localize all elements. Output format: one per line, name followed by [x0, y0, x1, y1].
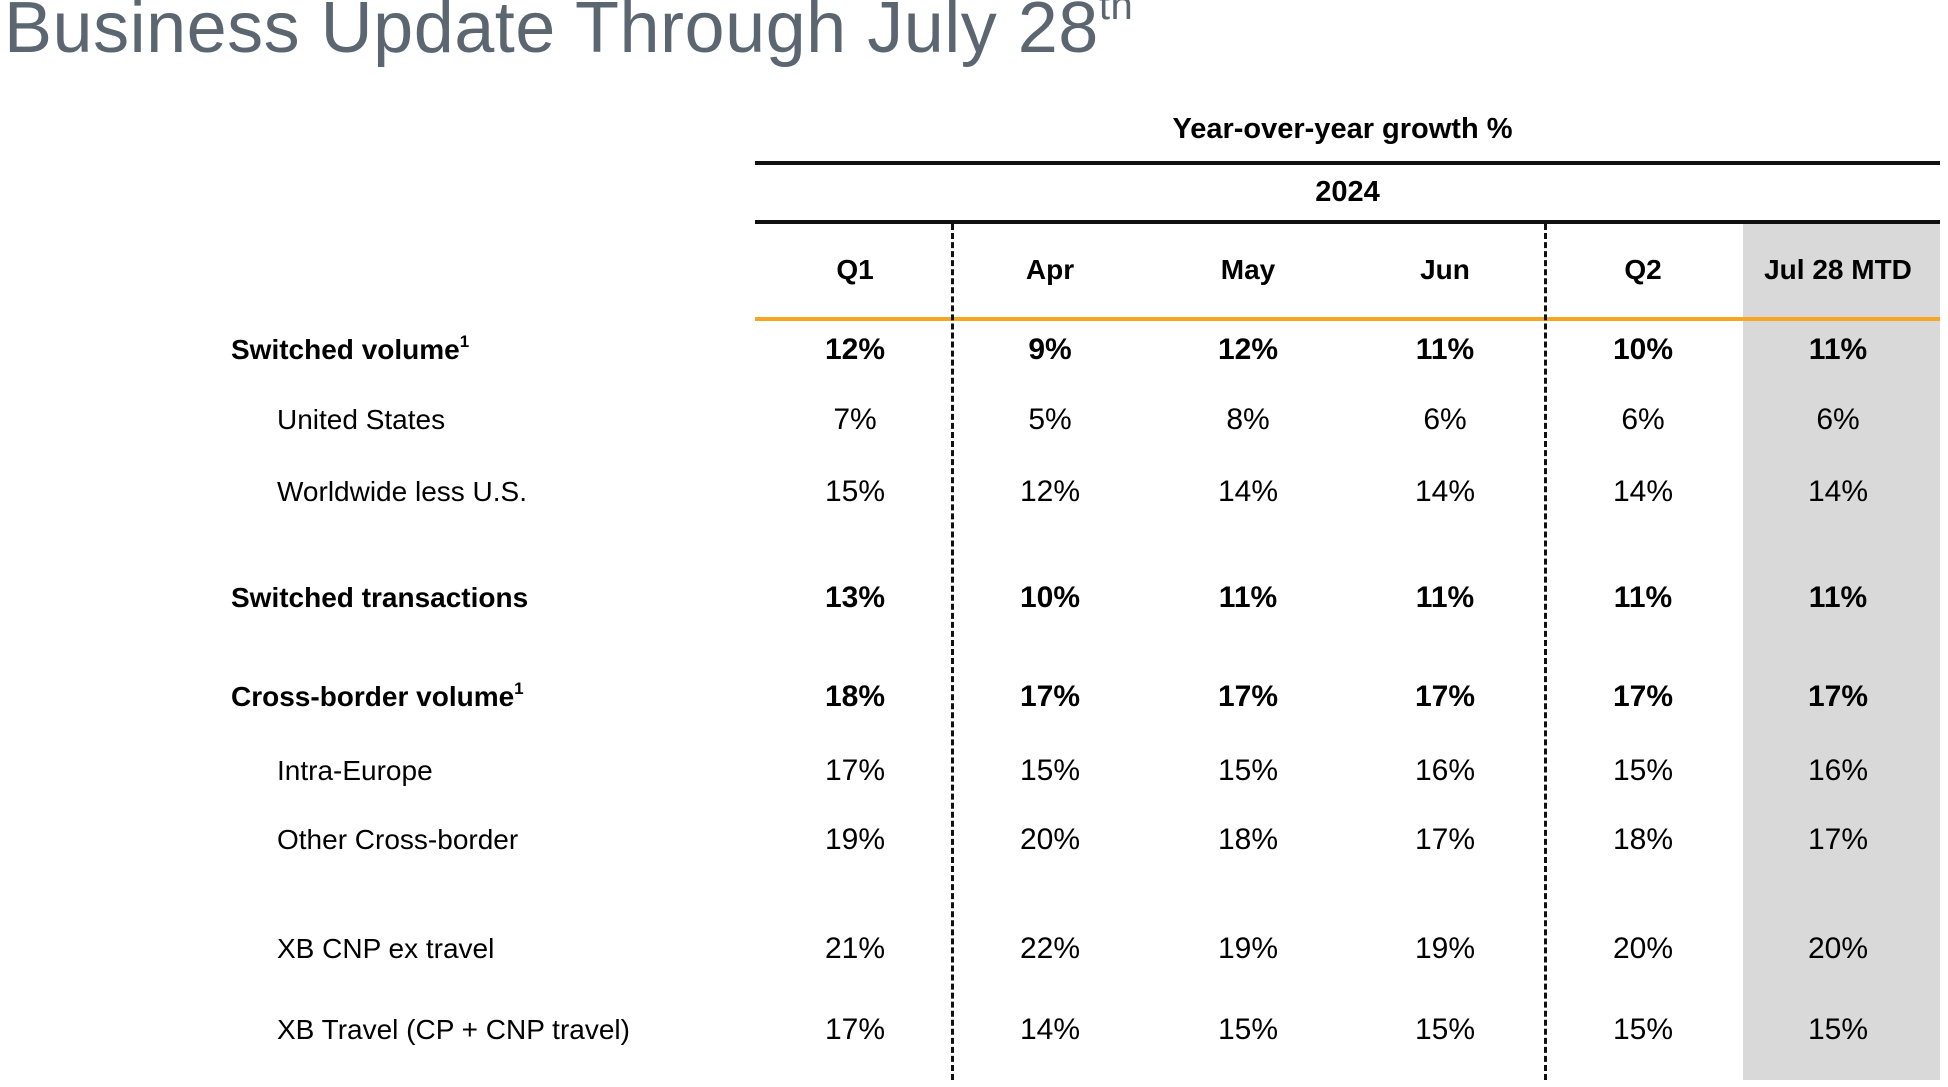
column-header-may: May	[1220, 254, 1276, 285]
table-cell: 17%	[1414, 680, 1476, 713]
table-cell: 13%	[824, 581, 886, 614]
row-label-text: Worldwide less U.S.	[277, 476, 528, 507]
column-header-jun: Jun	[1420, 254, 1470, 285]
table-cell: 16%	[1414, 754, 1476, 787]
table-cell: 6%	[1423, 403, 1467, 436]
table-cell: 17%	[1019, 680, 1081, 713]
table-cell: 15%	[1414, 1013, 1476, 1046]
row-label-text: Other Cross-border	[277, 824, 519, 855]
table-cell: 11%	[1415, 333, 1475, 366]
table-cell: 17%	[824, 754, 886, 787]
row-label-text: United States	[277, 404, 446, 435]
table-cell: 14%	[1807, 475, 1869, 508]
header-rule-year	[755, 220, 1940, 224]
table-cell: 19%	[824, 823, 886, 856]
table-cell: 22%	[1019, 932, 1081, 965]
row-label-text: Switched volume	[231, 334, 460, 365]
table-cell: 10%	[1612, 333, 1674, 366]
row-label: XB CNP ex travel	[277, 933, 494, 965]
table-cell: 19%	[1217, 932, 1279, 965]
footnote-marker: 1	[514, 678, 524, 698]
table-cell: 17%	[1217, 680, 1279, 713]
table-cell: 15%	[1217, 1013, 1279, 1046]
row-label: XB Travel (CP + CNP travel)	[277, 1014, 630, 1046]
column-header-apr: Apr	[1025, 254, 1075, 285]
table-cell: 7%	[833, 403, 877, 436]
header-rule-top	[755, 161, 1940, 165]
row-label: United States	[277, 404, 445, 436]
table-cell: 17%	[1807, 823, 1869, 856]
table-cell: 14%	[1612, 475, 1674, 508]
table-cell: 18%	[1612, 823, 1674, 856]
row-label: Switched volume1	[231, 331, 470, 366]
q1-divider	[951, 224, 954, 1080]
column-header-q2: Q2	[1624, 254, 1662, 285]
table-year-header: 2024	[1315, 176, 1380, 208]
table-cell: 9%	[1028, 333, 1072, 366]
table-cell: 15%	[1612, 1013, 1674, 1046]
q2-divider	[1544, 224, 1547, 1080]
table-cell: 8%	[1226, 403, 1270, 436]
table-cell: 15%	[1019, 754, 1081, 787]
row-label: Other Cross-border	[277, 824, 518, 856]
column-header-jul-28-mtd: Jul 28 MTD	[1764, 254, 1912, 285]
table-cell: 17%	[1612, 680, 1674, 713]
row-label-text: Intra-Europe	[277, 755, 433, 786]
row-label: Switched transactions	[231, 582, 528, 614]
table-cell: 11%	[1808, 581, 1868, 614]
row-label: Intra-Europe	[277, 755, 433, 787]
footnote-marker: 1	[459, 331, 470, 351]
table-cell: 11%	[1808, 333, 1868, 366]
table-cell: 15%	[1217, 754, 1279, 787]
table-cell: 18%	[824, 680, 886, 713]
table-cell: 15%	[1612, 754, 1674, 787]
column-header-rule	[755, 317, 1940, 321]
page-title-superscript: th	[1098, 0, 1134, 28]
table-cell: 15%	[824, 475, 886, 508]
table-cell: 14%	[1414, 475, 1476, 508]
row-label: Cross-border volume1	[231, 678, 524, 713]
table-cell: 11%	[1415, 581, 1475, 614]
table-cell: 11%	[1218, 581, 1278, 614]
table-cell: 20%	[1807, 932, 1869, 965]
column-header-q1: Q1	[836, 254, 874, 285]
row-label-text: XB CNP ex travel	[277, 933, 495, 964]
table-cell: 12%	[824, 333, 886, 366]
table-cell: 17%	[1414, 823, 1476, 856]
row-label-text: XB Travel (CP + CNP travel)	[277, 1014, 630, 1045]
table-cell: 16%	[1807, 754, 1869, 787]
table-cell: 5%	[1028, 403, 1072, 436]
table-cell: 21%	[824, 932, 886, 965]
table-cell: 15%	[1807, 1013, 1869, 1046]
table-cell: 20%	[1612, 932, 1674, 965]
table-cell: 6%	[1621, 403, 1665, 436]
table-cell: 17%	[1807, 680, 1869, 713]
table-cell: 14%	[1217, 475, 1279, 508]
table-cell: 17%	[824, 1013, 886, 1046]
table-group-header: Year-over-year growth %	[1172, 113, 1513, 145]
table-cell: 10%	[1019, 581, 1081, 614]
page-title: Business Update Through July 28th	[4, 0, 1133, 64]
table-cell: 12%	[1217, 333, 1279, 366]
row-label-text: Cross-border volume	[231, 681, 515, 712]
page-title-text: Business Update Through July 28	[4, 0, 1099, 68]
table-cell: 18%	[1217, 823, 1279, 856]
table-cell: 12%	[1019, 475, 1081, 508]
table-cell: 11%	[1613, 581, 1673, 614]
row-label-text: Switched transactions	[231, 582, 529, 613]
table-cell: 14%	[1019, 1013, 1081, 1046]
row-label: Worldwide less U.S.	[277, 476, 527, 508]
table-cell: 19%	[1414, 932, 1476, 965]
table-cell: 6%	[1816, 403, 1860, 436]
table-cell: 20%	[1019, 823, 1081, 856]
mtd-column-highlight	[1743, 224, 1940, 1080]
